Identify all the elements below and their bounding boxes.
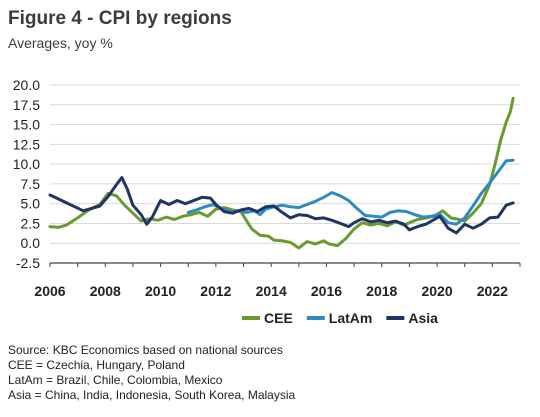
x-tick-label: 2022 <box>477 283 508 299</box>
latam-definition: LatAm = Brazil, Chile, Colombia, Mexico <box>8 373 223 387</box>
y-tick-label: 12.5 <box>13 136 40 152</box>
legend: CEE LatAm Asia <box>242 310 438 326</box>
source-note: Source: KBC Economics based on national … <box>8 343 283 357</box>
grid-lines <box>50 84 520 244</box>
y-tick-label: 0.0 <box>21 235 41 251</box>
y-tick-label: 20.0 <box>13 77 40 93</box>
x-tick-label: 2014 <box>256 283 287 299</box>
chart-subtitle: Averages, yoy % <box>8 35 113 51</box>
y-tick-label: 7.5 <box>21 176 41 192</box>
legend-label-asia: Asia <box>408 310 438 326</box>
y-tick-label: 10.0 <box>13 156 40 172</box>
x-axis: 2006 2008 2010 2012 2014 2016 2018 2020 2022 <box>34 262 521 299</box>
series-line-latam <box>186 158 515 226</box>
legend-label-latam: LatAm <box>329 310 373 326</box>
x-tick-label: 2018 <box>366 283 397 299</box>
x-tick-label: 2010 <box>145 283 176 299</box>
y-tick-label: 5.0 <box>21 196 41 212</box>
x-tick-label: 2020 <box>421 283 452 299</box>
series-line-asia <box>48 176 515 235</box>
x-tick-label: 2006 <box>34 283 65 299</box>
cee-definition: CEE = Czechia, Hungary, Poland <box>8 358 185 372</box>
x-tick-label: 2008 <box>90 283 121 299</box>
legend-label-cee: CEE <box>264 310 293 326</box>
asia-definition: Asia = China, India, Indonesia, South Ko… <box>8 388 296 402</box>
footnotes: Source: KBC Economics based on national … <box>8 343 295 403</box>
y-tick-label: 2.5 <box>21 215 41 231</box>
cpi-line-chart: 20.0 17.5 15.0 12.5 10.0 7.5 5.0 2.5 0.0 -2.5 200… <box>13 77 521 326</box>
y-tick-label: 15.0 <box>13 117 40 133</box>
series-line-cee <box>48 96 515 250</box>
y-tick-label: 17.5 <box>13 97 40 113</box>
series-lines <box>48 96 515 250</box>
x-tick-label: 2012 <box>200 283 231 299</box>
y-axis-tick-labels: 20.0 17.5 15.0 12.5 10.0 7.5 5.0 2.5 0.0 -2.5 <box>13 77 40 271</box>
chart-title: Figure 4 - CPI by regions <box>8 8 232 29</box>
y-tick-label: -2.5 <box>16 255 40 271</box>
x-tick-label: 2016 <box>311 283 342 299</box>
